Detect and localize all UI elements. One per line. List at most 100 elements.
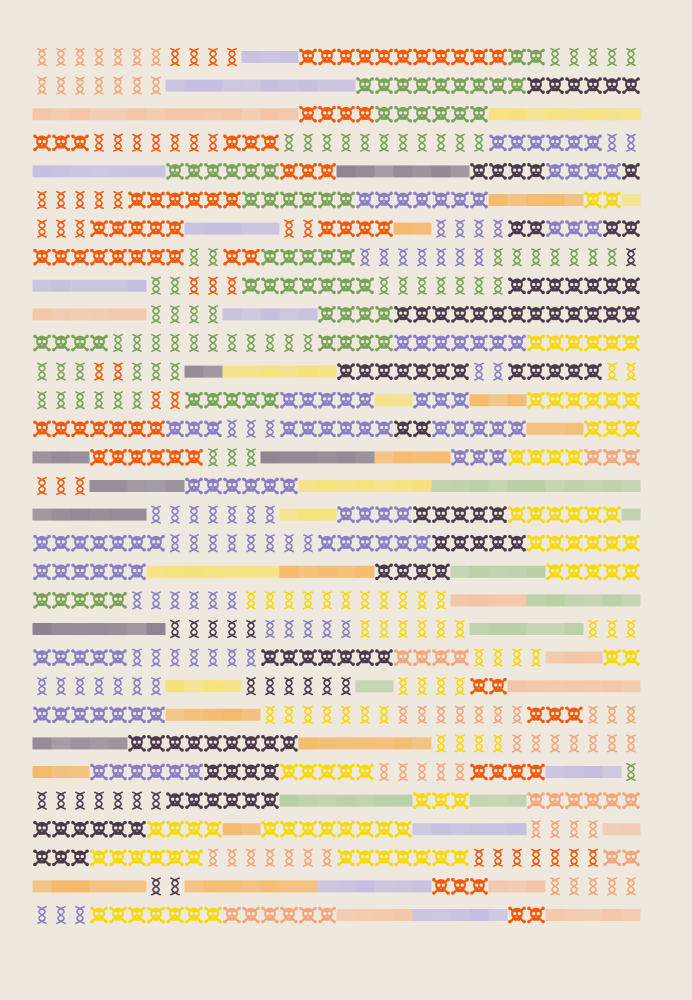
- bar-segment: [450, 823, 470, 836]
- bar-segment: [279, 51, 299, 63]
- bar-segment: [51, 451, 71, 464]
- bar-segment: [51, 766, 71, 778]
- bar-segment: [336, 909, 356, 921]
- bar-segment: [279, 508, 299, 521]
- bar-segment: [564, 909, 584, 921]
- bar-segment: [203, 79, 223, 92]
- row: [32, 447, 641, 467]
- bar-segment: [222, 708, 242, 721]
- bar-segment: [602, 108, 622, 121]
- bar-segment: [564, 623, 584, 635]
- bar-segment: [279, 880, 299, 893]
- bar-segment: [203, 708, 223, 721]
- bar-segment: [336, 737, 356, 750]
- bar-segment: [621, 909, 641, 921]
- bar-segment: [203, 565, 223, 578]
- bar-segment: [336, 480, 356, 492]
- row: [32, 276, 641, 296]
- bar-segment: [89, 880, 109, 893]
- bar-segment: [32, 279, 52, 292]
- bar-segment: [317, 480, 337, 492]
- bar-segment: [412, 880, 432, 893]
- row: [36, 390, 641, 410]
- bar-segment: [450, 565, 470, 578]
- bar-segment: [488, 108, 508, 121]
- bar-segment: [583, 680, 603, 693]
- bar-segment: [583, 766, 603, 778]
- bar-segment: [393, 165, 413, 178]
- bar-segment: [583, 480, 603, 492]
- bar-segment: [317, 794, 337, 807]
- bar-segment: [127, 279, 147, 292]
- bar-segment: [108, 279, 128, 292]
- bar-segment: [203, 680, 223, 693]
- bar-segment: [412, 909, 432, 921]
- bar-segment: [127, 508, 147, 521]
- bar-segment: [621, 108, 641, 121]
- bar-segment: [260, 79, 280, 92]
- bar-segment: [393, 909, 413, 921]
- bar-segment: [355, 909, 375, 921]
- bar-segment: [298, 451, 318, 464]
- bar-segment: [431, 909, 451, 921]
- bar-segment: [431, 480, 451, 492]
- bar-segment: [70, 108, 90, 121]
- bar-segment: [51, 308, 71, 321]
- bar-segment: [355, 880, 375, 893]
- bar-segment: [336, 565, 356, 578]
- bar-segment: [146, 623, 166, 635]
- bar-segment: [374, 909, 394, 921]
- bar-segment: [222, 823, 242, 836]
- bar-segment: [526, 480, 546, 492]
- bar-segment: [564, 680, 584, 693]
- bar-segment: [32, 623, 52, 635]
- bar-segment: [70, 279, 90, 292]
- bar-segment: [108, 508, 128, 521]
- bar-segment: [545, 766, 565, 778]
- bar-segment: [336, 451, 356, 464]
- bar-segment: [32, 880, 52, 893]
- bar-segment: [203, 880, 223, 893]
- bar-segment: [488, 394, 508, 407]
- bar-segment: [146, 480, 166, 492]
- row: [36, 676, 641, 696]
- bar-segment: [317, 880, 337, 893]
- bar-segment: [336, 880, 356, 893]
- bar-segment: [374, 880, 394, 893]
- bar-segment: [412, 737, 432, 750]
- bar-segment: [450, 909, 470, 921]
- bar-segment: [298, 880, 318, 893]
- bar-segment: [241, 108, 261, 121]
- bar-segment: [241, 51, 261, 63]
- bar-segment: [108, 880, 128, 893]
- bar-segment: [564, 651, 584, 664]
- bar-segment: [89, 737, 109, 750]
- bar-segment: [127, 480, 147, 492]
- bar-segment: [222, 565, 242, 578]
- bar-segment: [602, 680, 622, 693]
- bar-segment: [469, 794, 489, 807]
- bar-segment: [89, 480, 109, 492]
- bar-segment: [602, 766, 622, 778]
- bar-segment: [222, 680, 242, 693]
- bar-segment: [51, 880, 71, 893]
- bar-segment: [469, 594, 489, 607]
- bar-segment: [545, 108, 565, 121]
- bar-segment: [146, 565, 166, 578]
- bar-segment: [317, 508, 337, 521]
- bar-segment: [70, 308, 90, 321]
- bar-segment: [298, 480, 318, 492]
- bar-segment: [507, 623, 527, 635]
- bar-segment: [526, 594, 546, 607]
- bar-segment: [241, 79, 261, 92]
- bar-segment: [507, 565, 527, 578]
- bar-segment: [32, 737, 52, 750]
- bar-segment: [526, 623, 546, 635]
- bar-segment: [336, 794, 356, 807]
- bar-segment: [583, 108, 603, 121]
- bar-segment: [108, 480, 128, 492]
- bar-segment: [621, 823, 641, 836]
- bar-segment: [298, 737, 318, 750]
- bar-segment: [526, 680, 546, 693]
- bar-segment: [355, 451, 375, 464]
